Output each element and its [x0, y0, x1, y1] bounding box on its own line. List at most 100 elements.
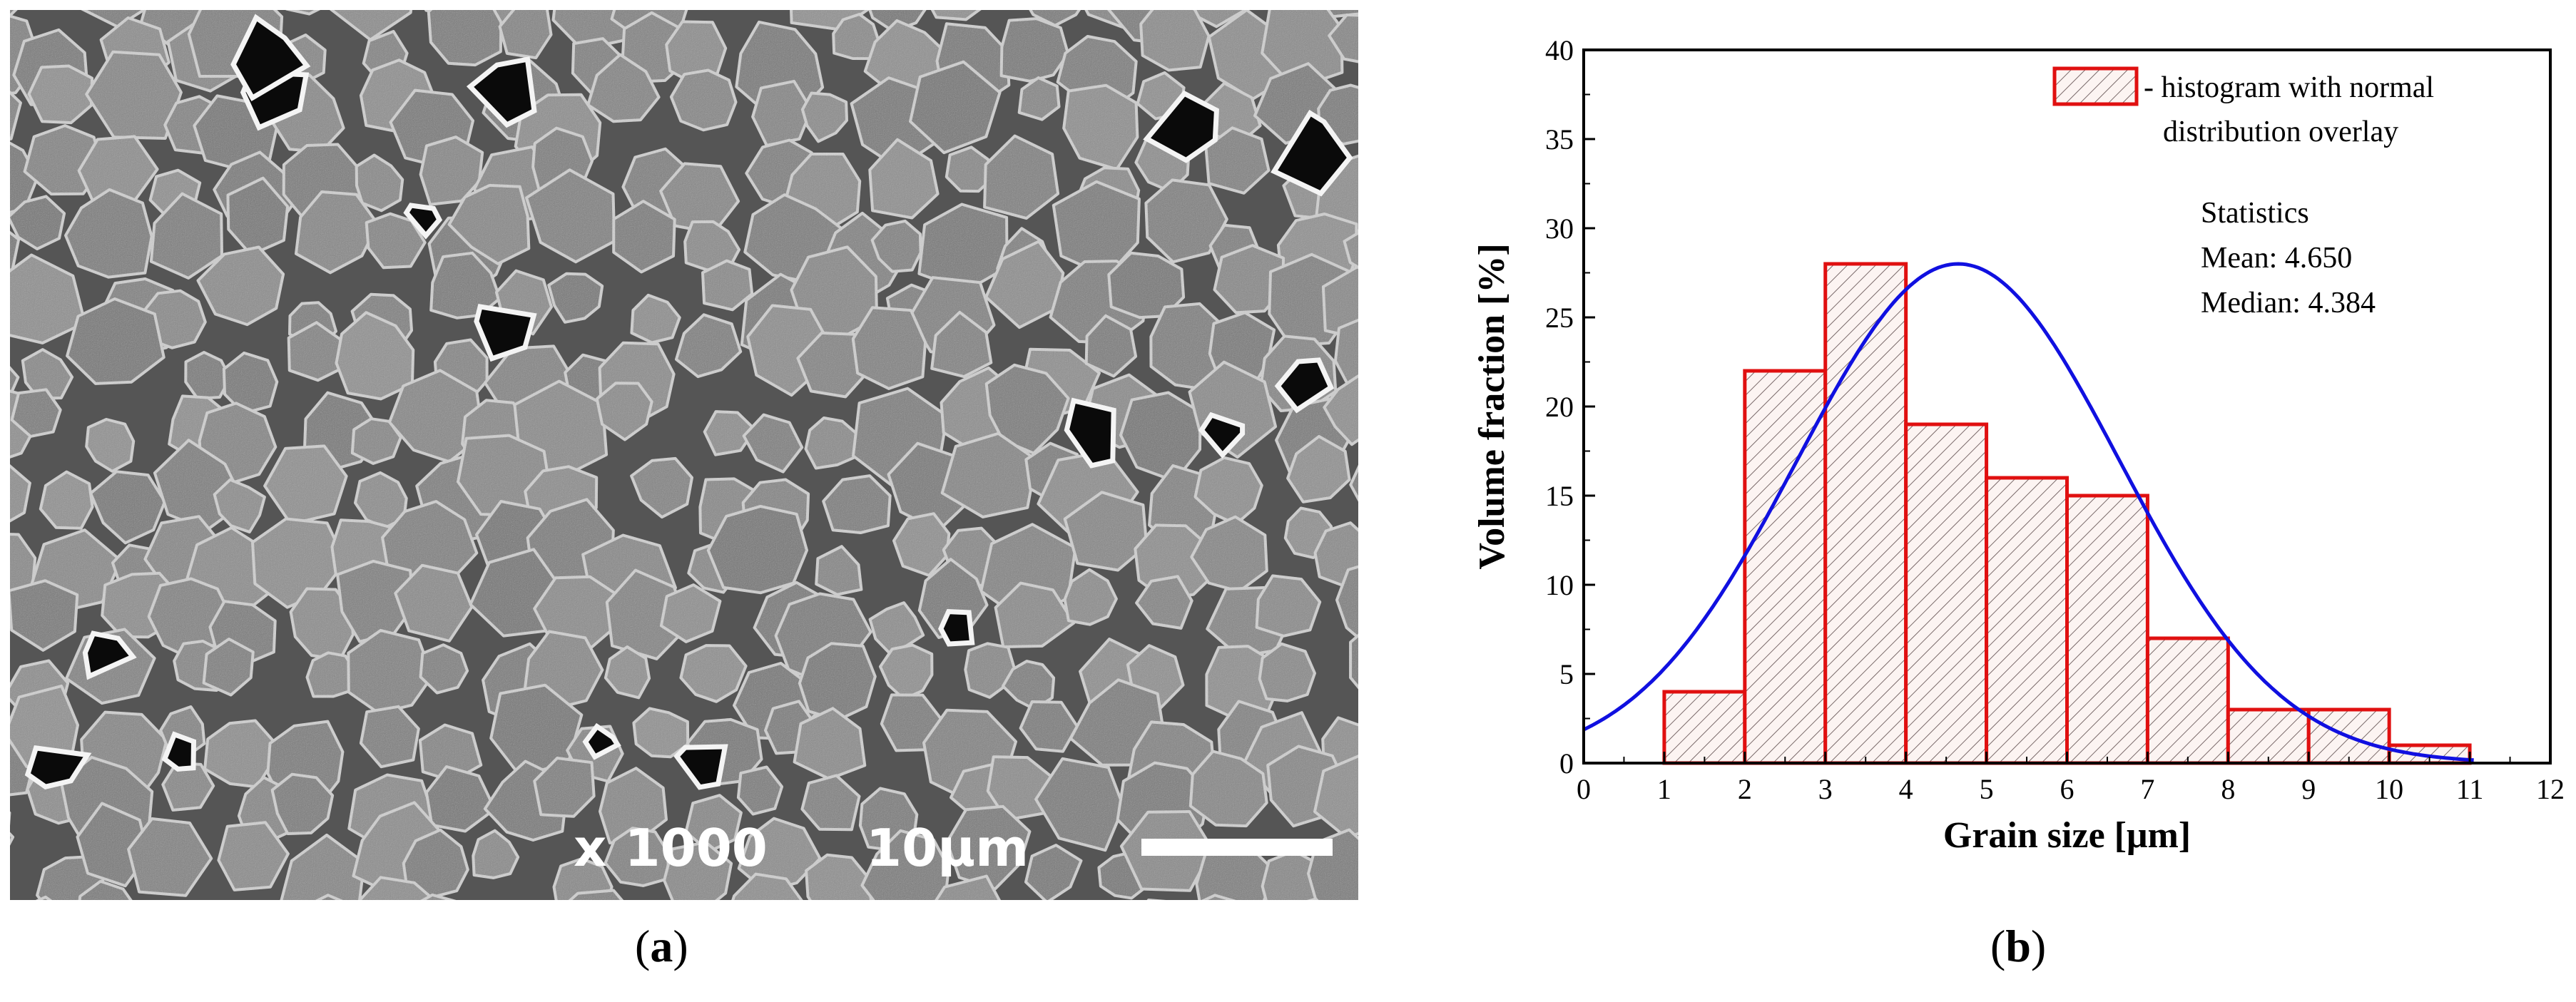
grain [295, 190, 380, 275]
grain [1181, 10, 1248, 29]
grain [1024, 844, 1083, 900]
y-tick-label: 0 [1559, 747, 1574, 779]
grain [285, 10, 321, 16]
legend-line-2: distribution overlay [2163, 116, 2398, 148]
x-tick-label: 0 [1577, 773, 1591, 805]
grain [1328, 13, 1358, 63]
grain [357, 876, 437, 900]
histogram-bar-8 [2226, 707, 2311, 765]
x-tick-label: 2 [1738, 773, 1752, 805]
grain [10, 366, 20, 400]
grain [202, 638, 255, 697]
grain [1321, 265, 1358, 340]
grain [213, 478, 266, 533]
histogram-bar-5 [1985, 476, 2069, 765]
grain [1107, 251, 1186, 319]
grain [605, 568, 690, 660]
grain [1019, 700, 1079, 753]
grain [1119, 391, 1202, 483]
grain-layer [10, 10, 1358, 900]
pore [1198, 411, 1246, 459]
grain [983, 134, 1060, 220]
grain [935, 874, 1002, 900]
pore [1271, 109, 1353, 197]
pore [1274, 357, 1335, 414]
y-tick-label: 15 [1545, 480, 1574, 512]
grain [66, 297, 166, 385]
grain [798, 642, 877, 722]
y-axis-title: Volume fraction [%] [1472, 243, 1512, 569]
grain [805, 853, 873, 900]
x-tick-label: 7 [2140, 773, 2154, 805]
grain [1335, 565, 1358, 640]
grain [940, 431, 1038, 518]
panel-label-b: (b) [1990, 921, 2047, 971]
grain [604, 827, 671, 887]
grain [1255, 574, 1322, 638]
grain [1343, 231, 1358, 270]
panel-label-a: (a) [635, 921, 688, 971]
grain [427, 10, 503, 67]
x-axis-title: Grain size [μm] [1943, 815, 2191, 856]
grain [736, 765, 784, 816]
grain [1084, 314, 1138, 378]
grain [612, 200, 676, 274]
sem-image: x 1000 10μm [10, 10, 1358, 900]
y-tick-label: 20 [1545, 391, 1574, 423]
grain [586, 53, 661, 123]
grain [793, 707, 867, 781]
sem-micrograph: x 1000 10μm [10, 10, 1358, 900]
histogram-bar-6 [2065, 494, 2149, 765]
grain [860, 829, 950, 900]
x-tick-label: 11 [2456, 773, 2484, 805]
histogram-bar-1 [1662, 690, 1747, 765]
grain [1144, 178, 1228, 264]
stats-title: Statistics [2201, 197, 2309, 230]
grain [630, 456, 693, 519]
grain [945, 145, 994, 193]
y-tick-label: 40 [1545, 34, 1574, 66]
magnification-label: x 1000 [574, 818, 768, 878]
pore [582, 722, 621, 760]
grain [984, 240, 1065, 329]
grain [679, 644, 748, 703]
grain [498, 10, 553, 60]
x-tick-label: 9 [2301, 773, 2316, 805]
grain [419, 136, 484, 206]
pore-layer [24, 14, 1353, 790]
x-tick-label: 12 [2536, 773, 2565, 805]
grain [800, 91, 848, 143]
y-tick-label: 25 [1545, 302, 1574, 334]
grain [388, 369, 484, 464]
grain [1193, 456, 1263, 526]
grain [217, 821, 290, 891]
scale-bar [1141, 839, 1333, 856]
grain [659, 583, 722, 643]
scale-bar-label: 10μm [866, 818, 1029, 878]
grain [994, 581, 1076, 648]
grain [289, 587, 355, 662]
grain [552, 857, 614, 900]
x-tick-label: 1 [1657, 773, 1671, 805]
bars-layer [1662, 262, 2472, 765]
pore [161, 731, 197, 772]
grain [568, 889, 624, 900]
grain [832, 13, 880, 61]
grain [909, 60, 1002, 155]
stats-median: Median: 4.384 [2201, 287, 2376, 319]
grain [930, 10, 982, 21]
grain [10, 195, 66, 251]
y-tick-label: 35 [1545, 123, 1574, 155]
grain [1190, 515, 1268, 593]
grain [196, 245, 285, 327]
pore [1064, 397, 1116, 469]
grain [851, 306, 927, 390]
grain [10, 10, 18, 18]
grain [402, 828, 469, 899]
grain [870, 219, 922, 273]
grain [270, 772, 335, 835]
grain [1286, 434, 1351, 503]
grain [315, 894, 343, 900]
grain [330, 10, 413, 41]
